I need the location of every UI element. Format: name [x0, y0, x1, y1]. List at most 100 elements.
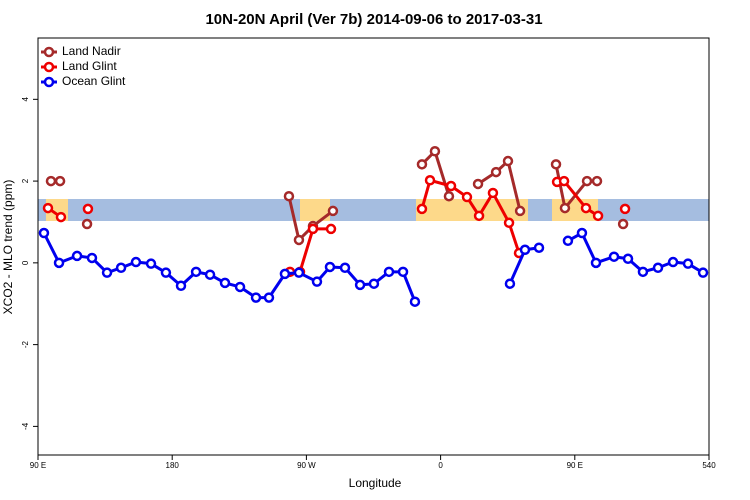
x-axis-label: Longitude — [349, 476, 402, 490]
point — [250, 292, 262, 303]
plot-frame — [37, 37, 710, 456]
point — [325, 223, 337, 235]
point — [559, 202, 571, 214]
land — [416, 199, 528, 221]
point — [311, 276, 323, 287]
point — [592, 210, 604, 222]
point — [580, 202, 592, 214]
point — [145, 258, 157, 269]
x-tick-label: 90 E — [567, 461, 583, 470]
point — [519, 244, 531, 256]
point — [472, 178, 484, 190]
point — [293, 234, 305, 246]
y-axis-label: XCO2 - MLO trend (ppm) — [1, 180, 15, 315]
point — [71, 250, 83, 262]
band — [38, 199, 709, 221]
point — [324, 261, 336, 273]
point — [279, 268, 291, 280]
point — [160, 267, 172, 278]
point — [682, 258, 694, 269]
point — [461, 191, 473, 203]
point — [354, 279, 366, 291]
y-tick-label: -4 — [21, 422, 30, 430]
x-tick-label: 0 — [438, 461, 443, 470]
y-tick-label: 4 — [21, 97, 30, 102]
point — [293, 267, 305, 278]
point — [424, 175, 436, 186]
point — [562, 235, 574, 247]
point — [590, 257, 602, 269]
chart-title: 10N-20N April (Ver 7b) 2014-09-06 to 201… — [205, 11, 542, 28]
x-tick-label: 90 E — [30, 461, 46, 470]
point — [558, 175, 570, 187]
point — [307, 223, 319, 235]
legend-label: Land Nadir — [62, 44, 121, 58]
point — [697, 267, 709, 278]
point — [416, 159, 428, 170]
y-tick-label: -2 — [21, 341, 30, 349]
legend-label: Land Glint — [62, 59, 117, 73]
point — [490, 166, 502, 178]
land — [300, 199, 330, 221]
point — [219, 277, 231, 289]
point — [101, 267, 113, 278]
point — [53, 257, 65, 269]
point — [429, 145, 441, 157]
point — [42, 202, 54, 214]
point — [576, 227, 588, 239]
point — [115, 262, 127, 274]
legend-marker — [43, 76, 55, 88]
point — [637, 266, 649, 278]
point — [86, 252, 98, 264]
point — [514, 205, 526, 217]
x-tick-label: 540 — [702, 461, 716, 470]
legend-marker — [43, 61, 55, 73]
point — [504, 278, 516, 289]
y-tick-label: 2 — [21, 178, 30, 183]
point — [619, 203, 631, 215]
point — [190, 266, 202, 278]
point — [591, 175, 603, 187]
point — [443, 190, 455, 202]
point — [234, 281, 246, 293]
series-line — [42, 231, 704, 303]
point — [38, 227, 50, 239]
point — [204, 269, 216, 280]
point — [503, 217, 515, 229]
point — [383, 266, 395, 278]
x-tick-label: 180 — [166, 461, 180, 470]
series-line — [51, 151, 623, 240]
point — [263, 292, 275, 303]
point — [550, 159, 562, 170]
point — [327, 205, 339, 217]
point — [487, 187, 499, 199]
point — [339, 262, 351, 274]
point — [445, 180, 457, 192]
point — [416, 203, 428, 215]
legend-label: Ocean Glint — [62, 74, 126, 88]
point — [608, 251, 620, 262]
y-tick-label: 0 — [21, 260, 30, 265]
point — [652, 262, 664, 274]
point — [617, 218, 629, 230]
point — [81, 218, 93, 230]
point — [502, 155, 514, 167]
point — [368, 278, 380, 289]
point — [409, 296, 421, 307]
point — [533, 242, 545, 253]
point — [55, 211, 67, 223]
point — [130, 256, 142, 268]
x-tick-label: 90 W — [297, 461, 316, 470]
point — [667, 256, 679, 268]
point — [581, 175, 593, 187]
legend-marker — [43, 46, 55, 58]
point — [54, 175, 66, 187]
point — [175, 280, 187, 291]
point — [45, 175, 57, 187]
point — [397, 266, 409, 278]
point — [82, 203, 94, 215]
point — [473, 210, 485, 222]
point — [622, 253, 634, 265]
background-band — [38, 199, 709, 221]
